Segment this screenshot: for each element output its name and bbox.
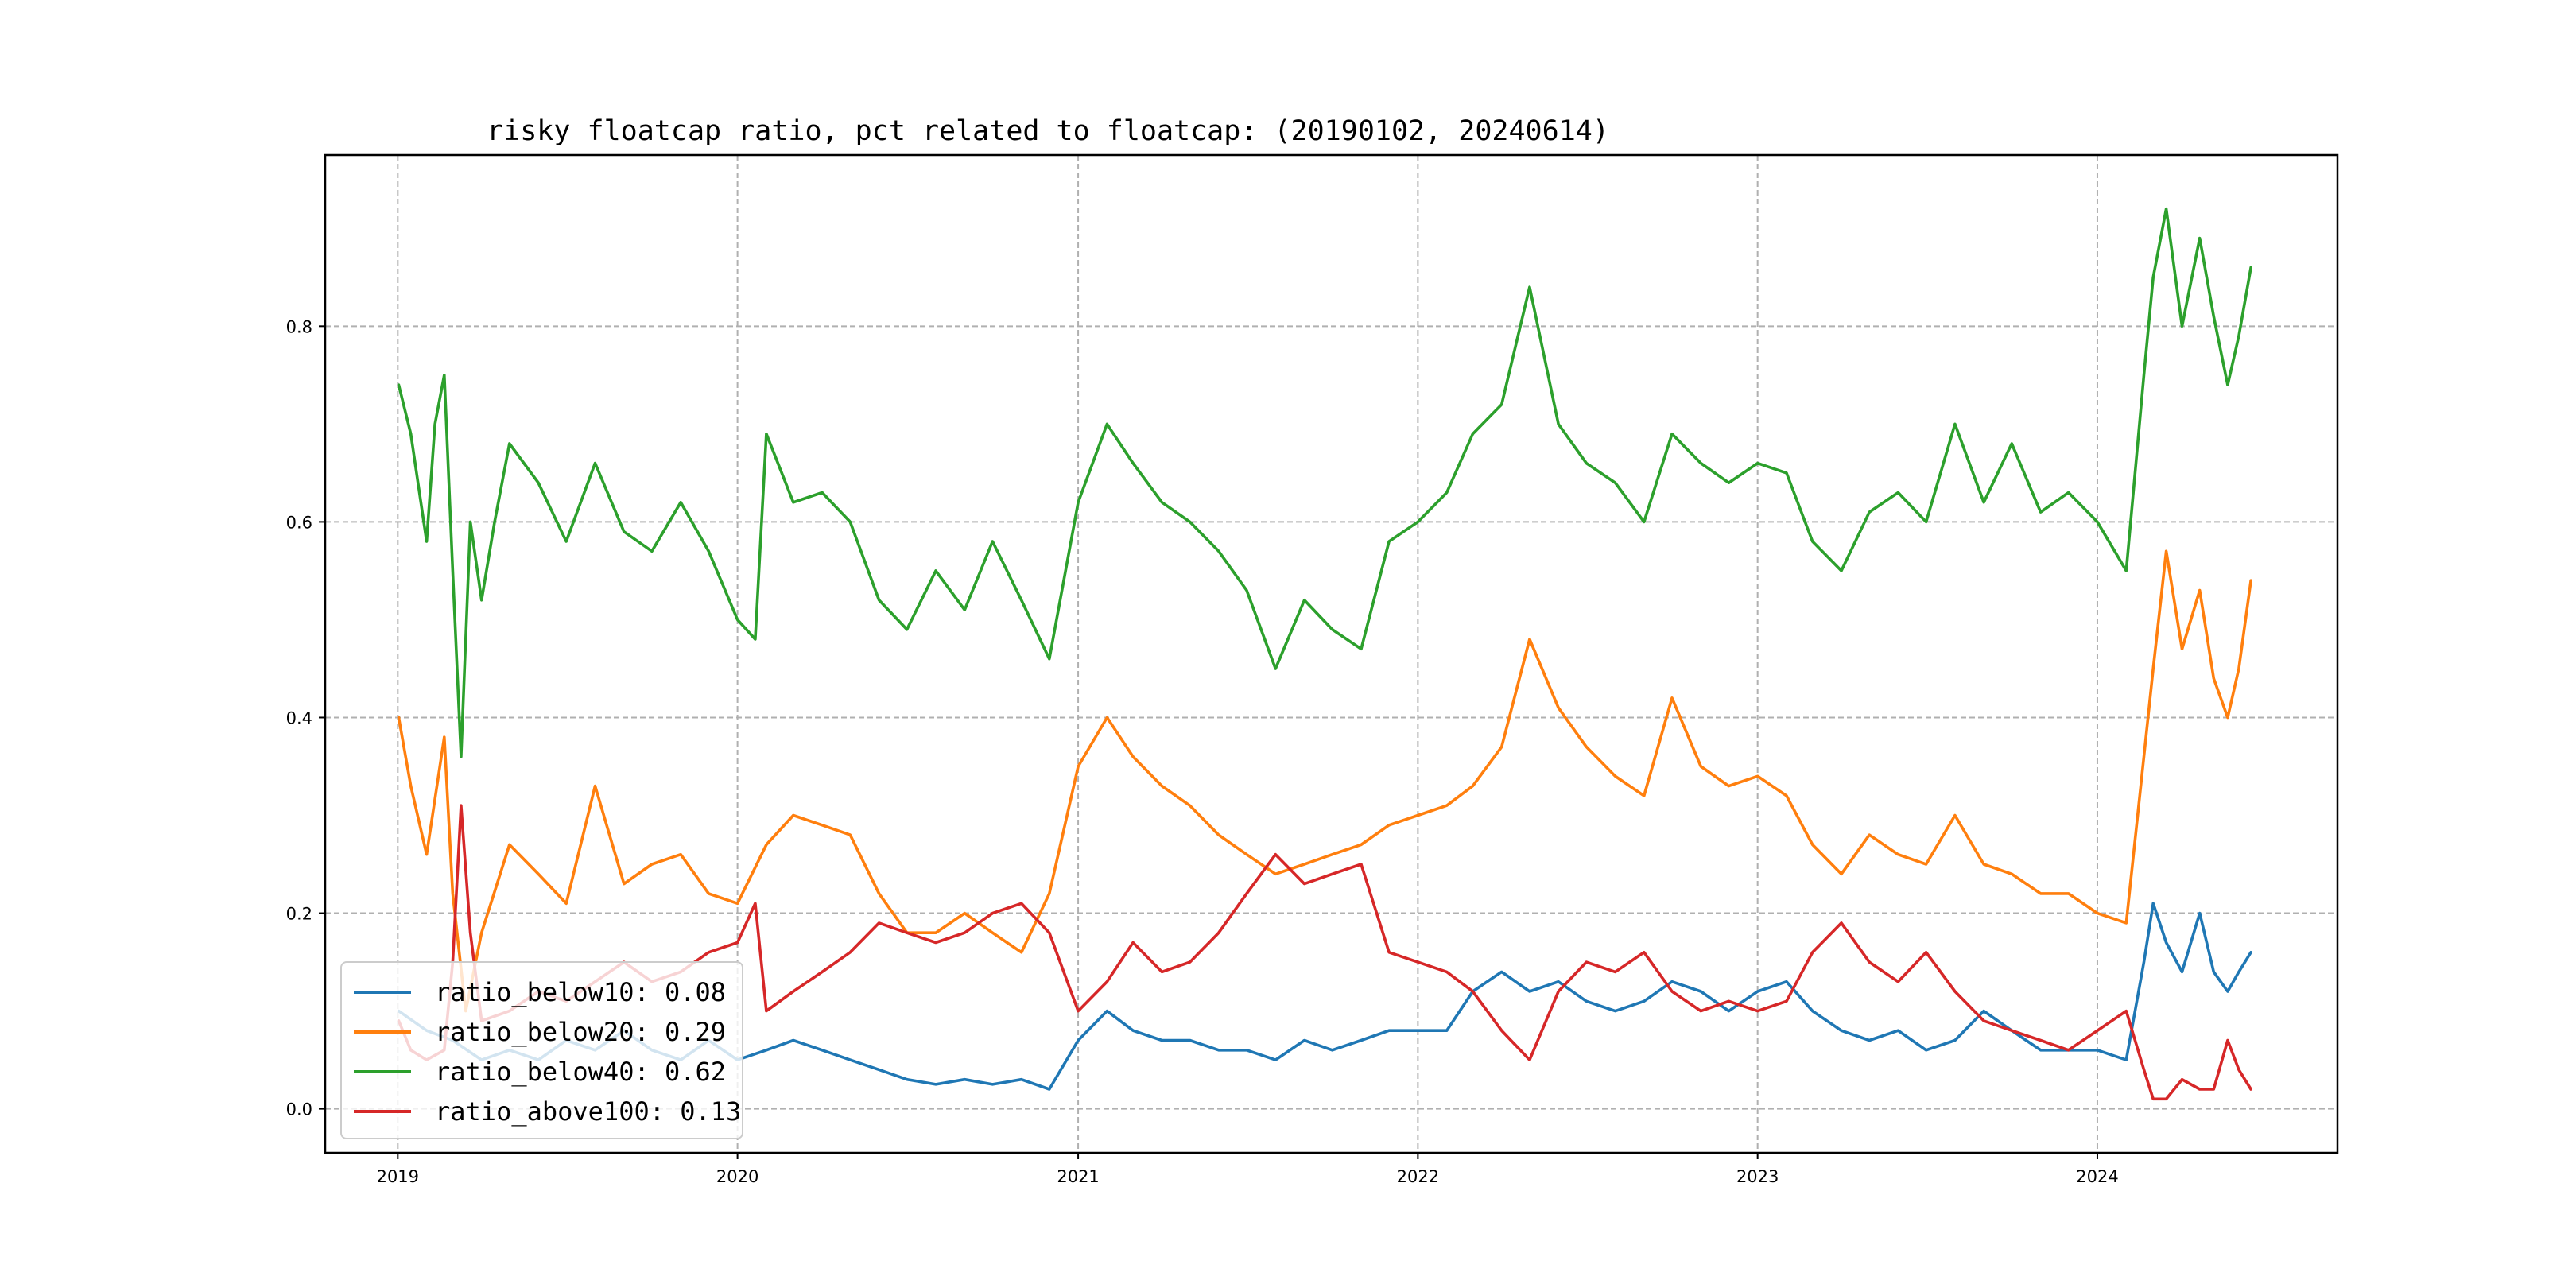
x-tick-label: 2019 [377, 1167, 419, 1186]
y-tick-label: 0.2 [286, 905, 312, 924]
x-tick-label: 2022 [1397, 1167, 1439, 1186]
x-tick-label: 2023 [1736, 1167, 1779, 1186]
plot-frame [324, 153, 2339, 1154]
legend-label-ratio_above100: ratio_above100: 0.13 [435, 1096, 741, 1127]
legend-box [340, 961, 743, 1139]
y-tick-label: 0.4 [286, 708, 312, 727]
y-tick-label: 0.0 [286, 1100, 312, 1119]
y-tick-label: 0.6 [286, 513, 312, 532]
legend-label-ratio_below40: ratio_below40: 0.62 [435, 1057, 726, 1087]
chart-title: risky floatcap ratio, pct related to flo… [487, 115, 1609, 147]
x-tick-label: 2024 [2076, 1167, 2118, 1186]
x-tick-label: 2021 [1057, 1167, 1099, 1186]
x-tick-label: 2020 [716, 1167, 758, 1186]
series-line-ratio_below20 [397, 549, 2252, 1013]
series-line-ratio_below40 [397, 207, 2252, 758]
legend-label-ratio_below20: ratio_below20: 0.29 [435, 1017, 726, 1047]
legend-label-ratio_below10: ratio_below10: 0.08 [435, 977, 726, 1007]
y-tick-label: 0.8 [286, 317, 312, 336]
legend: ratio_below10: 0.08 ratio_below20: 0.29 ra… [340, 961, 743, 1139]
